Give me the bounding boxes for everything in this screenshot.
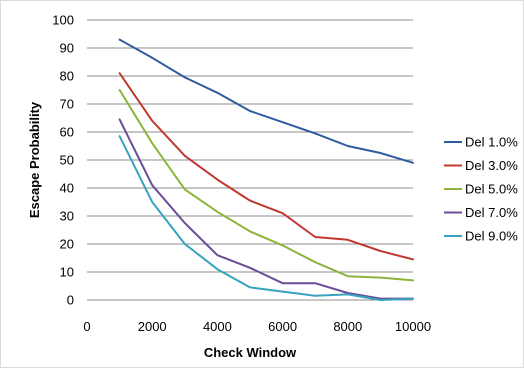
x-axis-title: Check Window	[204, 345, 297, 360]
legend-label: Del 5.0%	[465, 182, 518, 197]
x-tick-label: 10000	[395, 319, 431, 334]
y-axis-ticks: 0 10 20 30 40 50 60 70 80 90 100	[52, 13, 74, 308]
legend-label: Del 3.0%	[465, 158, 518, 173]
series-lines	[118, 38, 414, 301]
legend-label: Del 9.0%	[465, 229, 518, 244]
series-line	[118, 89, 414, 282]
series-line	[118, 38, 414, 164]
y-tick-label: 60	[60, 125, 74, 140]
gridlines	[87, 19, 413, 301]
series-line	[118, 135, 414, 301]
x-tick-label: 4000	[203, 319, 232, 334]
y-axis-title: Escape Probability	[27, 101, 42, 218]
series-line	[118, 118, 414, 300]
y-tick-label: 90	[60, 41, 74, 56]
y-tick-label: 30	[60, 209, 74, 224]
y-tick-label: 40	[60, 181, 74, 196]
y-tick-label: 80	[60, 69, 74, 84]
y-tick-label: 0	[67, 293, 74, 308]
y-tick-label: 100	[52, 13, 74, 28]
y-tick-label: 20	[60, 237, 74, 252]
legend-label: Del 1.0%	[465, 135, 518, 150]
x-tick-label: 0	[83, 319, 90, 334]
legend: Del 1.0% Del 3.0% Del 5.0% Del 7.0% Del 9.0%	[444, 135, 518, 244]
y-tick-label: 10	[60, 265, 74, 280]
series-line	[118, 72, 414, 261]
legend-label: Del 7.0%	[465, 205, 518, 220]
x-tick-label: 6000	[268, 319, 297, 334]
y-tick-label: 70	[60, 97, 74, 112]
x-tick-label: 8000	[333, 319, 362, 334]
y-tick-label: 50	[60, 153, 74, 168]
x-tick-label: 2000	[138, 319, 167, 334]
x-axis-ticks: 0 2000 4000 6000 8000 10000	[83, 319, 431, 334]
